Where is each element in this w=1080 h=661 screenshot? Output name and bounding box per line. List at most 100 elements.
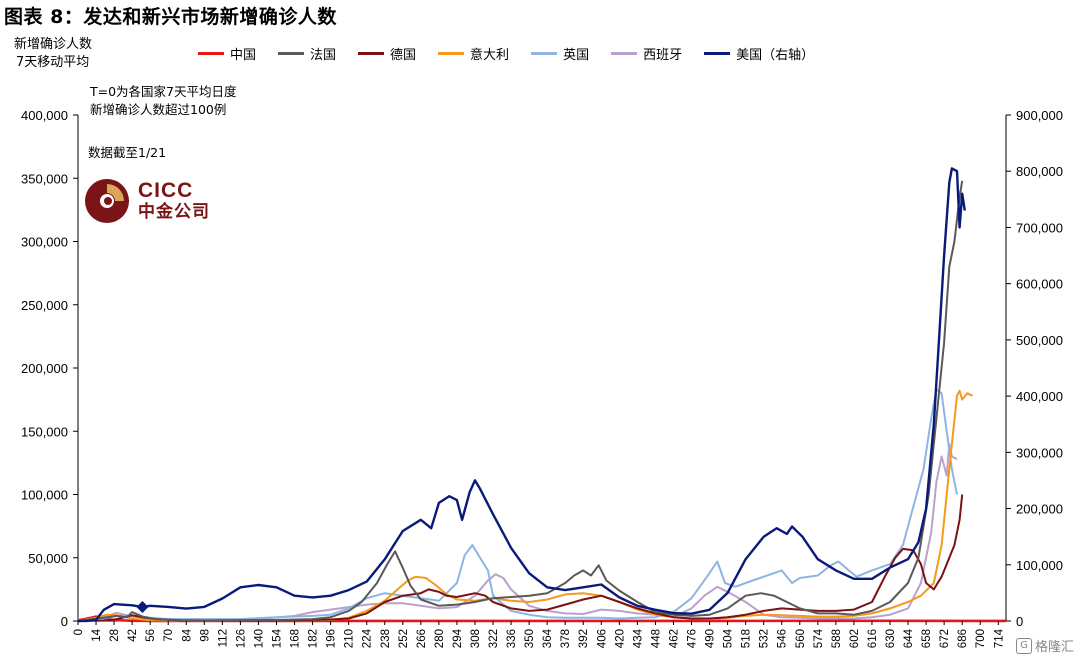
left-axis-label-line1: 新增确诊人数 [14,37,93,52]
legend-swatch-usa [704,52,731,55]
legend-label-france: 法国 [310,48,337,63]
chart-annotation: T=0为各国家7天平均日度 新增确诊人数超过100例 [90,83,237,119]
x-tick-label: 252 [398,629,410,648]
right-y-tick-label: 900,000 [1016,108,1063,123]
x-tick-label: 462 [668,629,680,648]
cicc-logo-icon [85,179,129,223]
x-tick-label: 280 [434,629,446,648]
x-tick-label: 672 [939,629,951,648]
left-y-tick-label: 150,000 [21,424,68,439]
usa-marker [136,600,149,613]
x-tick-label: 658 [921,629,933,648]
x-tick-label: 140 [253,629,265,648]
x-tick-label: 196 [326,629,338,648]
legend-swatch-italy [438,52,465,55]
legend-swatch-uk [531,52,558,55]
x-tick-label: 336 [506,629,518,648]
x-tick-label: 84 [181,628,193,641]
series-line-france [77,180,964,622]
y-axis-ticks: 0 50,000 100,000 150,000 200,000 250,000 300,0… [21,108,1063,629]
legend-label-spain: 西班牙 [643,48,683,63]
x-tick-label: 322 [488,629,500,648]
x-tick-label: 350 [524,629,536,648]
x-tick-label: 574 [813,628,825,648]
right-y-tick-label: 200,000 [1016,502,1063,517]
right-y-tick-label: 800,000 [1016,164,1063,179]
annotation-line1: T=0为各国家7天平均日度 [90,84,237,99]
chart-axes [77,115,1007,622]
left-y-tick-label: 200,000 [21,361,68,376]
chart-series-lines [77,167,1006,623]
x-tick-label: 98 [199,629,211,642]
x-tick-label: 616 [867,629,879,648]
data-cutoff-note: 数据截至1/21 [88,145,167,160]
legend-swatch-china [198,52,224,55]
x-tick-label: 70 [163,629,175,642]
x-tick-label: 546 [777,629,789,648]
x-tick-label: 154 [271,628,283,648]
x-tick-label: 434 [632,628,644,648]
left-y-tick-label: 0 [61,614,68,629]
legend-swatch-france [278,52,305,55]
cicc-logo-text: CICC 中金公司 [138,180,210,222]
x-tick-label: 14 [91,628,103,641]
watermark: G 格隆汇 [1015,636,1074,655]
x-tick-label: 518 [741,629,753,648]
x-tick-label: 266 [416,629,428,648]
x-tick-label: 42 [127,629,139,642]
cicc-logo-cn: 中金公司 [138,202,210,221]
x-tick-label: 224 [362,628,374,648]
x-tick-label: 112 [217,629,229,647]
legend-label-germany: 德国 [390,48,417,63]
x-tick-label: 364 [542,628,554,648]
left-y-tick-label: 400,000 [21,108,68,123]
x-tick-label: 644 [903,628,915,648]
x-tick-label: 238 [380,629,392,648]
legend-swatch-spain [611,52,638,55]
chart-legend: 中国 法国 德国 意大利 英国 西班牙 美国（右轴） [198,44,836,63]
left-y-tick-label: 350,000 [21,171,68,186]
x-tick-label: 476 [687,629,699,648]
left-y-tick-label: 50,000 [28,551,68,566]
annotation-line2: 新增确诊人数超过100例 [90,102,227,117]
watermark-text: 格隆汇 [1034,640,1074,655]
legend-item-france: 法国 [278,44,336,63]
right-y-tick-label: 600,000 [1016,277,1063,292]
legend-label-china: 中国 [230,48,257,63]
legend-swatch-germany [358,52,385,55]
left-axis-label: 新增确诊人数 7天移动平均 [14,36,92,72]
legend-label-usa: 美国（右轴） [736,48,815,63]
legend-item-usa: 美国（右轴） [704,44,814,63]
series-line-usa [77,167,966,623]
series-line-spain [77,442,958,622]
cicc-logo-en: CICC [138,179,194,202]
right-y-tick-label: 100,000 [1016,558,1063,573]
chart-title: 图表 8：发达和新兴市场新增确诊人数 [4,6,337,28]
legend-item-spain: 西班牙 [611,44,682,63]
legend-item-germany: 德国 [358,44,416,63]
x-tick-label: 126 [235,629,247,648]
right-y-tick-label: 500,000 [1016,333,1063,348]
x-tick-label: 0 [73,629,85,635]
right-y-tick-label: 300,000 [1016,445,1063,460]
x-tick-label: 168 [290,629,302,648]
x-tick-label: 28 [109,629,121,642]
x-axis-ticks: 0 14 28 42 56 70 84 98 112 126 140 154 168 182 196 210 2… [73,621,1005,648]
x-tick-label: 560 [795,629,807,648]
x-tick-label: 504 [723,628,735,648]
x-tick-label: 56 [145,629,157,642]
cicc-logo: CICC 中金公司 [84,178,210,224]
legend-label-uk: 英国 [563,48,590,63]
right-y-tick-label: 0 [1016,614,1023,629]
legend-label-italy: 意大利 [470,48,510,63]
series-line-uk [77,388,958,622]
x-tick-label: 630 [885,629,897,648]
x-tick-label: 378 [560,629,572,648]
watermark-icon: G [1015,637,1032,654]
x-tick-label: 448 [650,629,662,648]
left-axis-label-line2: 7天移动平均 [16,55,90,70]
x-tick-label: 392 [578,629,590,648]
legend-item-italy: 意大利 [438,44,509,63]
x-tick-label: 700 [975,629,987,648]
